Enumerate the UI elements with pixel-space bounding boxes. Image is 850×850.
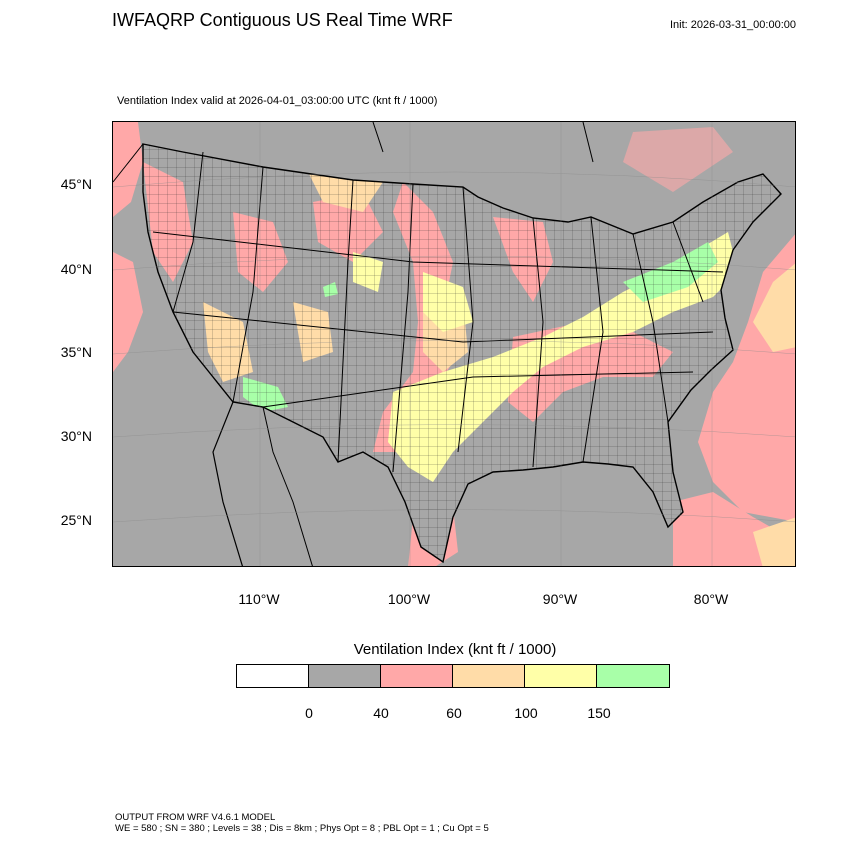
- valid-time-subtitle: Ventilation Index valid at 2026-04-01_03…: [117, 95, 438, 107]
- colorbar-tick-60: 60: [446, 705, 462, 721]
- colorbar-tick-150: 150: [587, 705, 611, 721]
- model-footer: OUTPUT FROM WRF V4.6.1 MODEL WE = 580 ; …: [115, 812, 489, 834]
- lat-label-45n: 45°N: [60, 176, 92, 192]
- page-title: IWFAQRP Contiguous US Real Time WRF: [112, 10, 453, 30]
- colorbar-swatch-4: [525, 665, 597, 687]
- lat-label-25n: 25°N: [60, 512, 92, 528]
- colorbar-swatch-3: [453, 665, 525, 687]
- footer-line-1: OUTPUT FROM WRF V4.6.1 MODEL: [115, 812, 276, 823]
- colorbar-swatch-5: [597, 665, 669, 687]
- atlantic-peach-se: [753, 517, 795, 566]
- lon-label-90w: 90°W: [542, 591, 578, 607]
- lon-label-100w: 100°W: [387, 591, 431, 607]
- map-canvas: [113, 122, 795, 566]
- vi-patches: [143, 144, 781, 562]
- ventilation-index-map: [112, 121, 796, 567]
- colorbar-swatch-1: [309, 665, 381, 687]
- pacific-pink: [113, 122, 143, 217]
- lon-label-80w: 80°W: [693, 591, 729, 607]
- colorbar-swatch-0: [237, 665, 309, 687]
- footer-line-2: WE = 580 ; SN = 380 ; Levels = 38 ; Dis …: [115, 823, 489, 834]
- pacific-pink-2: [113, 252, 143, 372]
- colorbar-title: Ventilation Index (knt ft / 1000): [353, 641, 557, 658]
- state-boundaries: [152, 151, 724, 473]
- colorbar-swatch-2: [381, 665, 453, 687]
- colorbar: [236, 664, 670, 688]
- lat-label-40n: 40°N: [60, 261, 92, 277]
- lat-label-30n: 30°N: [60, 428, 92, 444]
- lat-label-35n: 35°N: [60, 344, 92, 360]
- colorbar-tick-0: 0: [305, 705, 313, 721]
- atlantic-peach: [753, 263, 795, 352]
- colorbar-tick-100: 100: [514, 705, 538, 721]
- colorbar-tick-40: 40: [373, 705, 389, 721]
- lon-label-110w: 110°W: [238, 591, 280, 607]
- canada-pink-ne: [623, 127, 733, 192]
- init-time: Init: 2026-03-31_00:00:00: [670, 19, 796, 31]
